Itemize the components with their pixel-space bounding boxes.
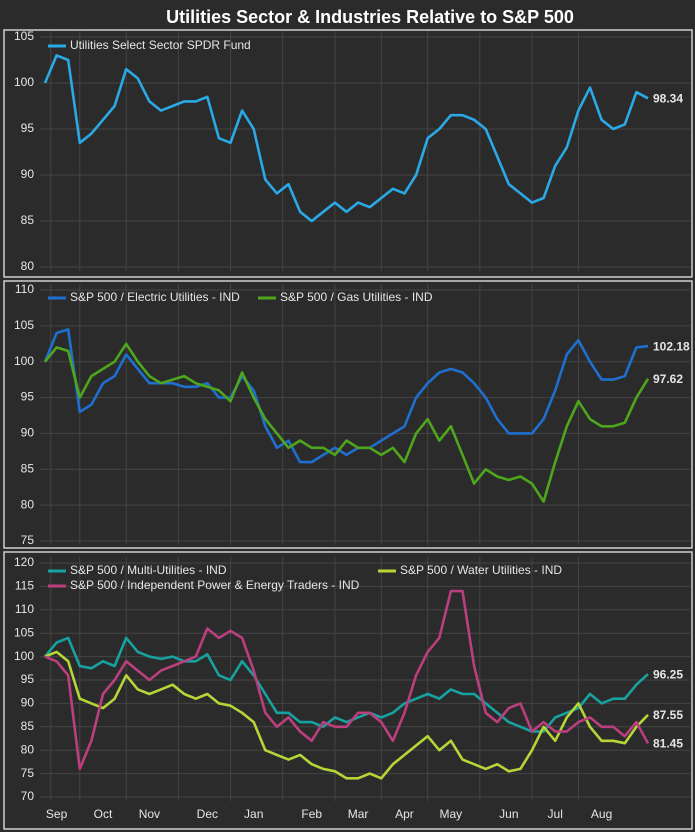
y-tick-label: 75 [21,533,35,547]
end-value-label: 87.55 [653,708,683,722]
x-tick-label: Dec [197,807,218,821]
x-tick-label: Nov [139,807,160,821]
x-tick-label: Oct [94,807,113,821]
chart-title: Utilities Sector & Industries Relative t… [166,7,574,27]
y-tick-label: 75 [21,766,35,780]
x-tick-label: Jun [499,807,518,821]
x-tick-label: Sep [46,807,68,821]
y-tick-label: 100 [14,649,34,663]
y-tick-label: 110 [15,282,34,296]
end-value-label: 98.34 [653,91,683,105]
y-tick-label: 100 [14,75,34,89]
x-tick-label: May [440,807,463,821]
y-tick-label: 80 [21,497,35,511]
y-tick-label: 95 [21,672,35,686]
panel-frame [3,551,693,830]
x-tick-label: Jan [244,807,263,821]
y-tick-label: 105 [14,625,34,639]
legend-label: S&P 500 / Electric Utilities - IND [70,290,240,304]
y-tick-label: 85 [21,213,35,227]
x-tick-label: Mar [348,807,369,821]
y-tick-label: 90 [21,696,35,710]
x-tick-label: Jul [548,807,563,821]
y-tick-label: 90 [21,167,35,181]
legend-label: S&P 500 / Independent Power & Energy Tra… [70,578,360,592]
panel-frame [3,29,693,278]
y-tick-label: 105 [14,29,34,43]
series-line [43,54,649,223]
end-value-label: 81.45 [653,737,683,751]
legend-label: S&P 500 / Gas Utilities - IND [280,290,433,304]
y-tick-label: 95 [21,121,35,135]
end-value-label: 96.25 [653,667,683,681]
x-tick-label: Aug [591,807,612,821]
y-tick-label: 90 [21,426,35,440]
legend-label: Utilities Select Sector SPDR Fund [70,38,251,52]
y-tick-label: 115 [15,579,34,593]
series-line [44,589,650,771]
y-tick-label: 80 [21,259,35,273]
series-line [44,650,649,780]
end-value-label: 102.18 [653,339,690,353]
y-tick-label: 85 [21,461,35,475]
legend-label: S&P 500 / Multi-Utilities - IND [70,563,227,577]
y-tick-label: 70 [21,789,35,803]
panel-frame [3,280,693,549]
y-tick-label: 100 [14,354,34,368]
x-tick-label: Apr [395,807,414,821]
series-line [43,342,650,503]
y-tick-label: 85 [21,719,35,733]
legend-label: S&P 500 / Water Utilities - IND [400,563,562,577]
end-value-label: 97.62 [653,372,683,386]
y-tick-label: 80 [21,742,35,756]
y-tick-label: 95 [21,390,35,404]
series-line [43,328,649,464]
y-tick-label: 120 [14,555,34,569]
y-tick-label: 110 [15,602,34,616]
x-tick-label: Feb [301,807,322,821]
y-tick-label: 105 [14,318,34,332]
